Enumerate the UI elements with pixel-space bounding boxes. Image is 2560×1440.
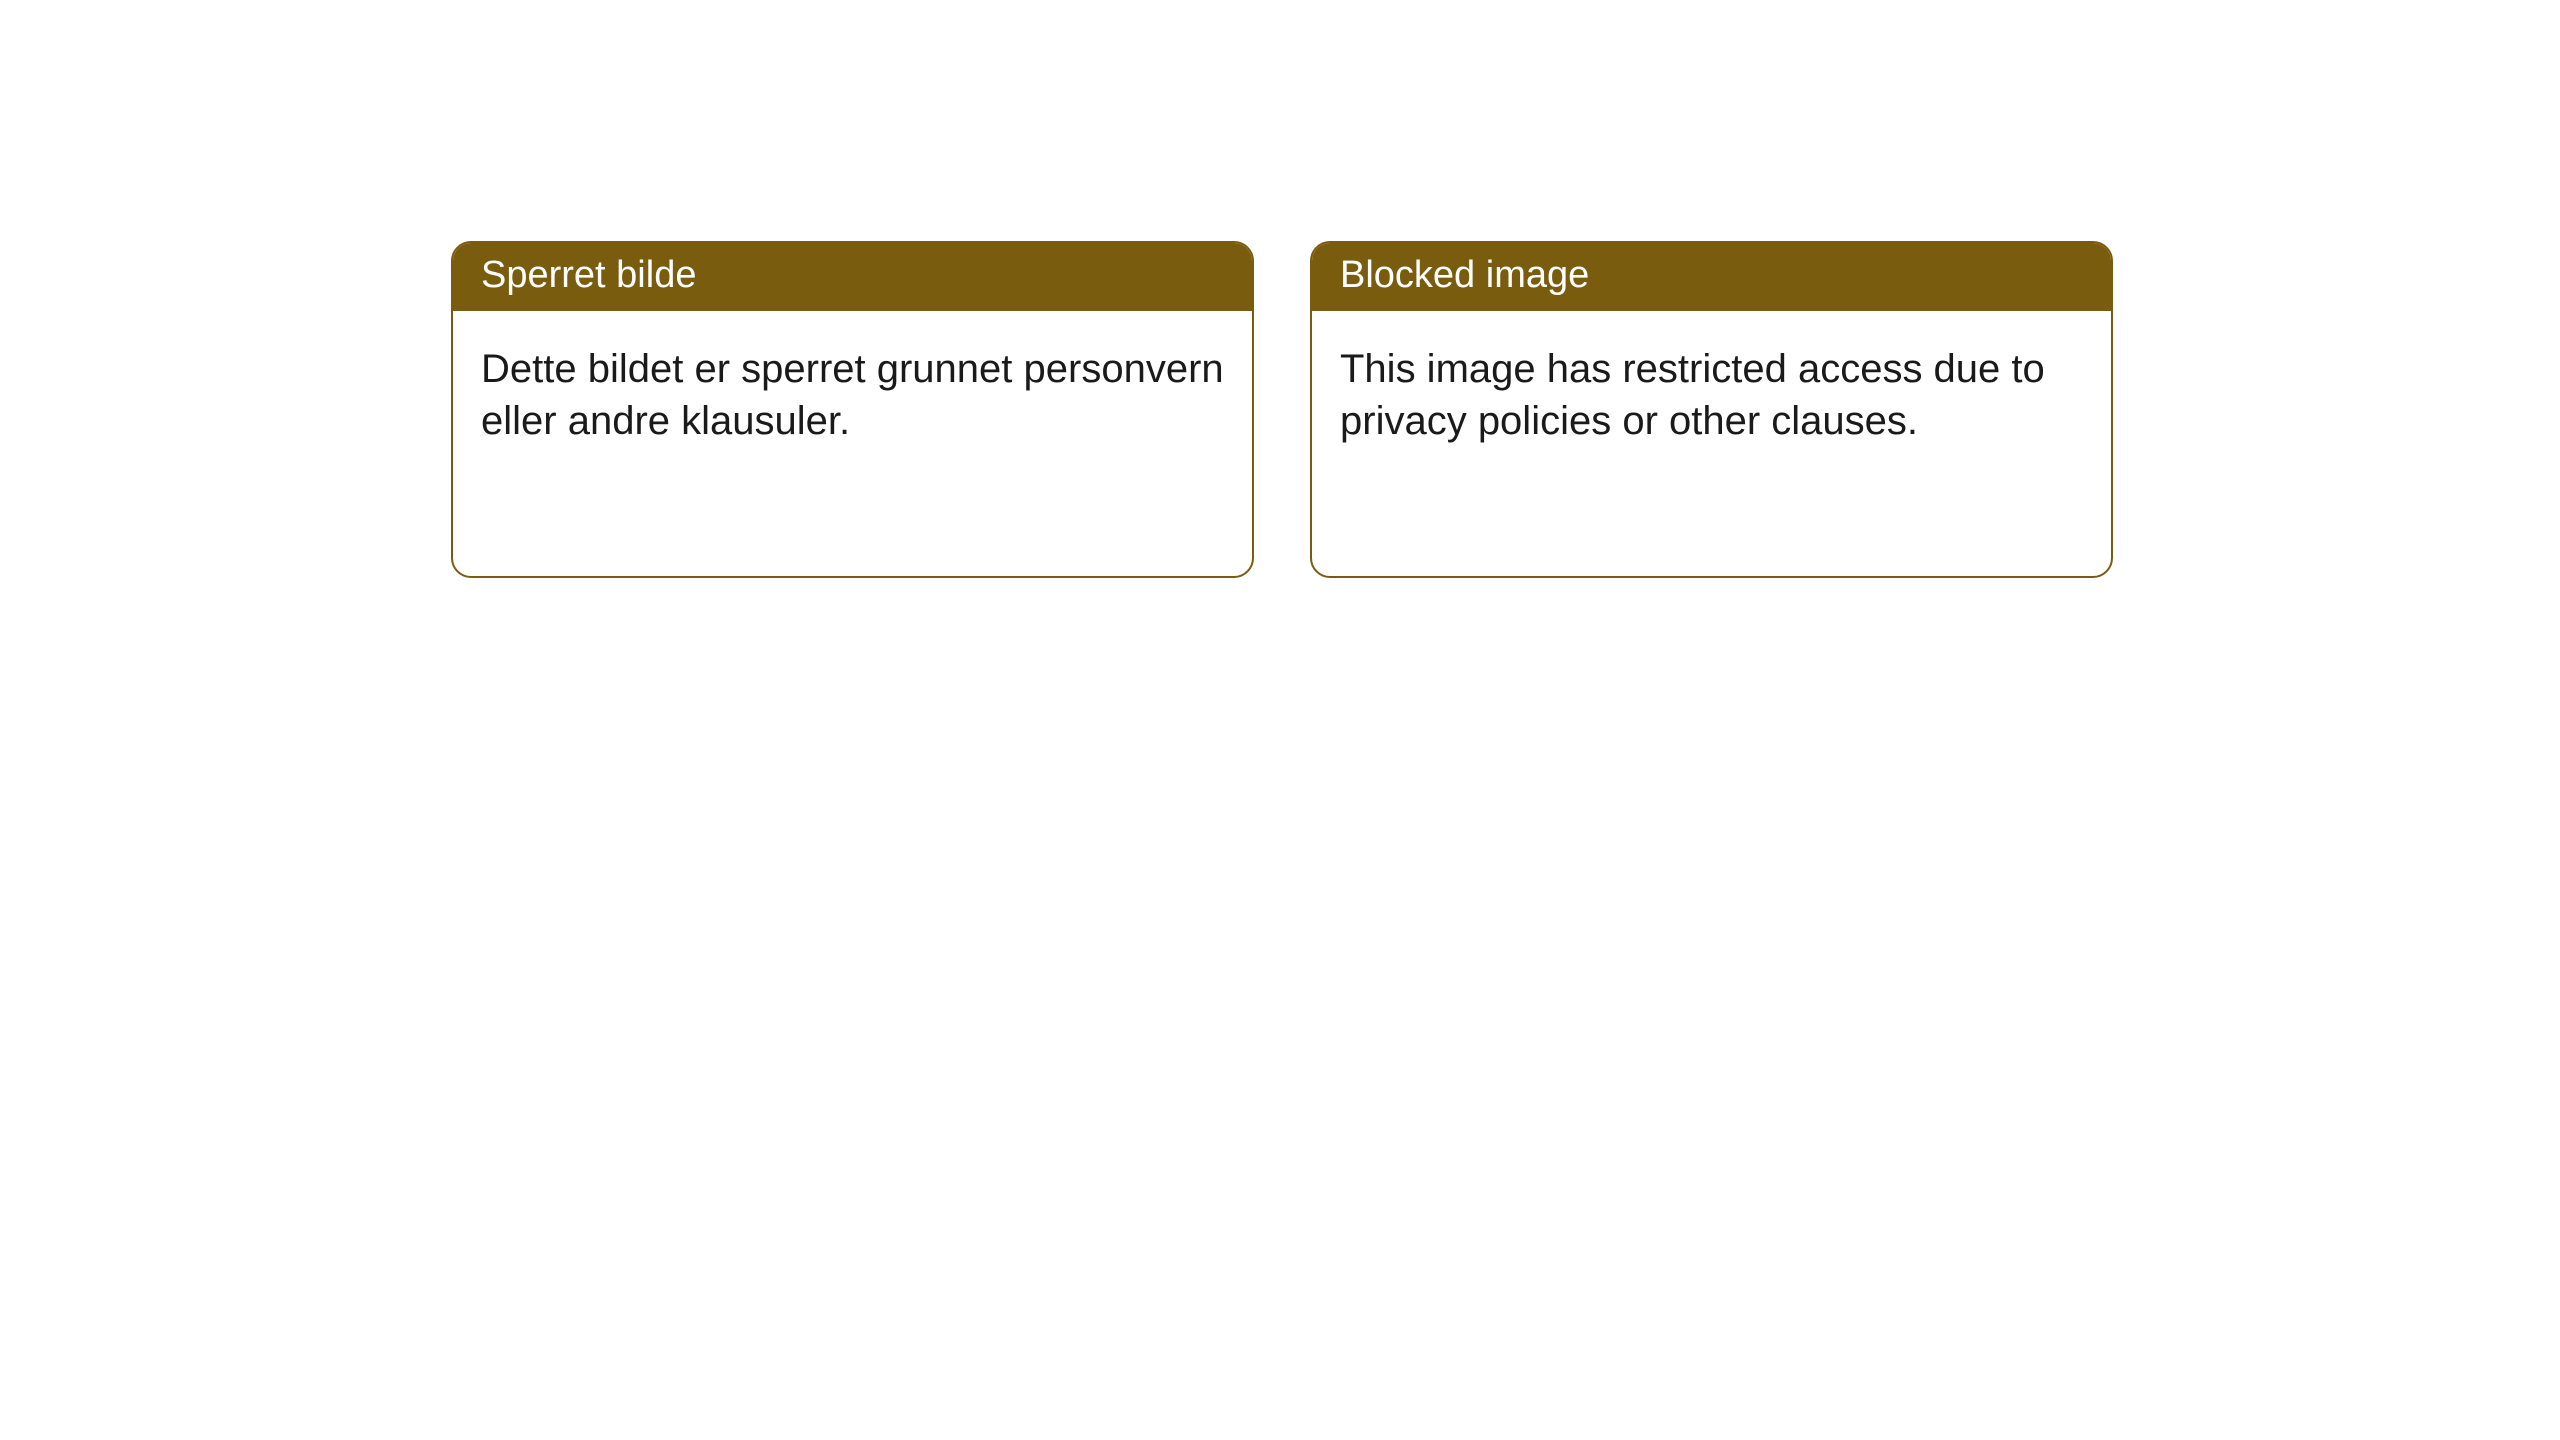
notice-body-english: This image has restricted access due to … [1312,311,2111,479]
notice-header-english: Blocked image [1312,243,2111,311]
notice-card-norwegian: Sperret bilde Dette bildet er sperret gr… [451,241,1254,578]
notice-header-norwegian: Sperret bilde [453,243,1252,311]
notice-container: Sperret bilde Dette bildet er sperret gr… [0,0,2560,578]
notice-body-norwegian: Dette bildet er sperret grunnet personve… [453,311,1252,479]
notice-card-english: Blocked image This image has restricted … [1310,241,2113,578]
